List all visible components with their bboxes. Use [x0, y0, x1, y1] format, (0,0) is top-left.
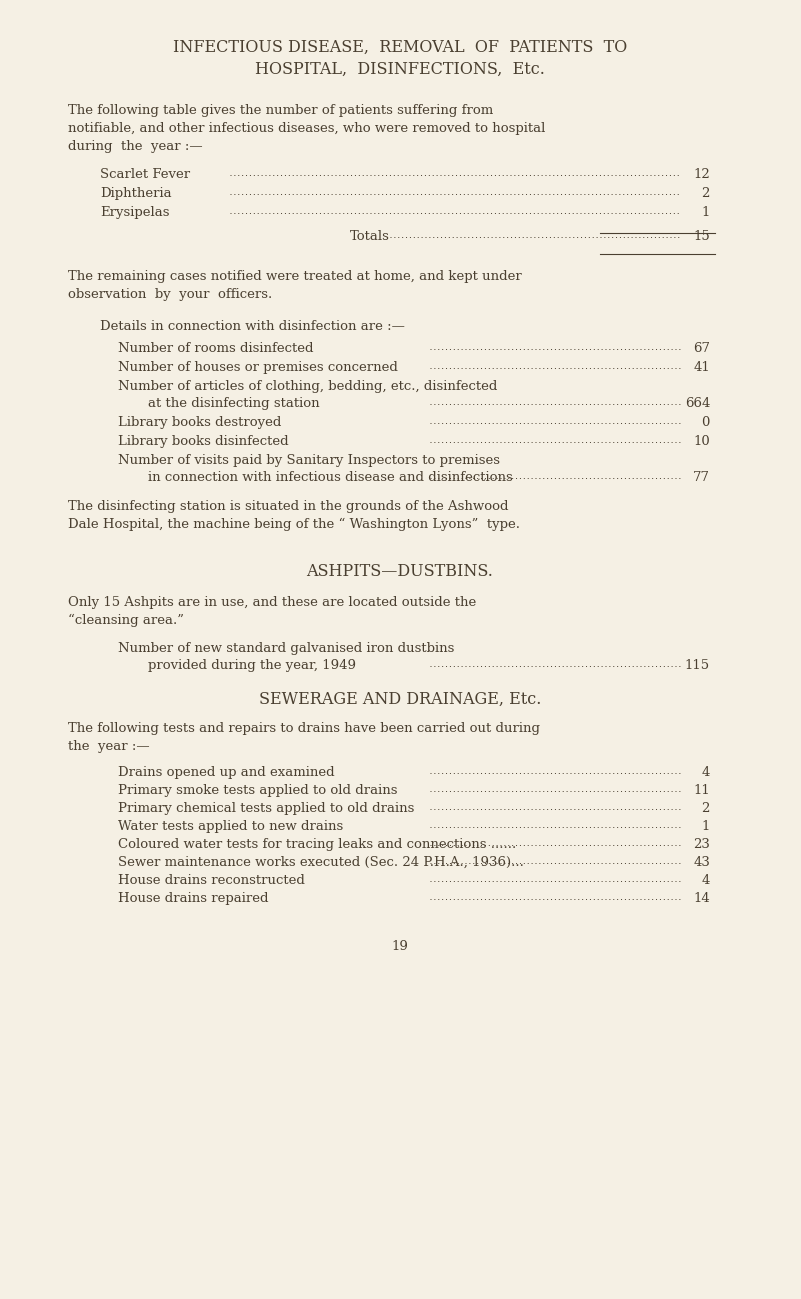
Text: Only 15 Ashpits are in use, and these are located outside the: Only 15 Ashpits are in use, and these ar… [68, 596, 477, 609]
Text: provided during the year, 1949: provided during the year, 1949 [148, 659, 356, 672]
Text: Details in connection with disinfection are :—: Details in connection with disinfection … [100, 320, 405, 333]
Text: The following table gives the number of patients suffering from: The following table gives the number of … [68, 104, 493, 117]
Text: Number of articles of clothing, bedding, etc., disinfected: Number of articles of clothing, bedding,… [118, 381, 497, 394]
Text: “cleansing area.”: “cleansing area.” [68, 613, 184, 627]
Text: 67: 67 [693, 342, 710, 355]
Text: 664: 664 [685, 397, 710, 410]
Text: Water tests applied to new drains: Water tests applied to new drains [118, 820, 344, 833]
Text: 14: 14 [693, 892, 710, 905]
Text: 19: 19 [392, 940, 409, 953]
Text: The following tests and repairs to drains have been carried out during: The following tests and repairs to drain… [68, 722, 540, 735]
Text: 41: 41 [693, 361, 710, 374]
Text: Erysipelas: Erysipelas [100, 207, 170, 220]
Text: Sewer maintenance works executed (Sec. 24 P.H.A., 1936)...: Sewer maintenance works executed (Sec. 2… [118, 856, 524, 869]
Text: in connection with infectious disease and disinfections: in connection with infectious disease an… [148, 472, 513, 485]
Text: 115: 115 [685, 659, 710, 672]
Text: Primary smoke tests applied to old drains: Primary smoke tests applied to old drain… [118, 785, 397, 798]
Text: 11: 11 [693, 785, 710, 798]
Text: 1: 1 [702, 207, 710, 220]
Text: Diphtheria: Diphtheria [100, 187, 171, 200]
Text: The remaining cases notified were treated at home, and kept under: The remaining cases notified were treate… [68, 270, 521, 283]
Text: 10: 10 [693, 435, 710, 448]
Text: INFECTIOUS DISEASE,  REMOVAL  OF  PATIENTS  TO: INFECTIOUS DISEASE, REMOVAL OF PATIENTS … [173, 39, 627, 56]
Text: Primary chemical tests applied to old drains: Primary chemical tests applied to old dr… [118, 801, 414, 814]
Text: 15: 15 [693, 230, 710, 243]
Text: Totals: Totals [350, 230, 390, 243]
Text: Number of visits paid by Sanitary Inspectors to premises: Number of visits paid by Sanitary Inspec… [118, 453, 500, 468]
Text: SEWERAGE AND DRAINAGE, Etc.: SEWERAGE AND DRAINAGE, Etc. [259, 691, 541, 708]
Text: 2: 2 [702, 801, 710, 814]
Text: the  year :—: the year :— [68, 740, 150, 753]
Text: Coloured water tests for tracing leaks and connections ......: Coloured water tests for tracing leaks a… [118, 838, 517, 851]
Text: Scarlet Fever: Scarlet Fever [100, 168, 190, 181]
Text: 23: 23 [693, 838, 710, 851]
Text: 0: 0 [702, 416, 710, 429]
Text: at the disinfecting station: at the disinfecting station [148, 397, 320, 410]
Text: 1: 1 [702, 820, 710, 833]
Text: Number of houses or premises concerned: Number of houses or premises concerned [118, 361, 398, 374]
Text: Library books destroyed: Library books destroyed [118, 416, 281, 429]
Text: during  the  year :—: during the year :— [68, 140, 203, 153]
Text: Drains opened up and examined: Drains opened up and examined [118, 766, 335, 779]
Text: HOSPITAL,  DISINFECTIONS,  Etc.: HOSPITAL, DISINFECTIONS, Etc. [255, 61, 545, 78]
Text: House drains repaired: House drains repaired [118, 892, 268, 905]
Text: House drains reconstructed: House drains reconstructed [118, 874, 305, 887]
Text: 4: 4 [702, 874, 710, 887]
Text: Number of rooms disinfected: Number of rooms disinfected [118, 342, 313, 355]
Text: ASHPITS—DUSTBINS.: ASHPITS—DUSTBINS. [307, 562, 493, 579]
Text: Number of new standard galvanised iron dustbins: Number of new standard galvanised iron d… [118, 642, 454, 655]
Text: notifiable, and other infectious diseases, who were removed to hospital: notifiable, and other infectious disease… [68, 122, 545, 135]
Text: 43: 43 [693, 856, 710, 869]
Text: Dale Hospital, the machine being of the “ Washington Lyons”  type.: Dale Hospital, the machine being of the … [68, 518, 520, 531]
Text: The disinfecting station is situated in the grounds of the Ashwood: The disinfecting station is situated in … [68, 500, 509, 513]
Text: observation  by  your  officers.: observation by your officers. [68, 288, 272, 301]
Text: 4: 4 [702, 766, 710, 779]
Text: 77: 77 [693, 472, 710, 485]
Text: 2: 2 [702, 187, 710, 200]
Text: Library books disinfected: Library books disinfected [118, 435, 288, 448]
Text: 12: 12 [693, 168, 710, 181]
